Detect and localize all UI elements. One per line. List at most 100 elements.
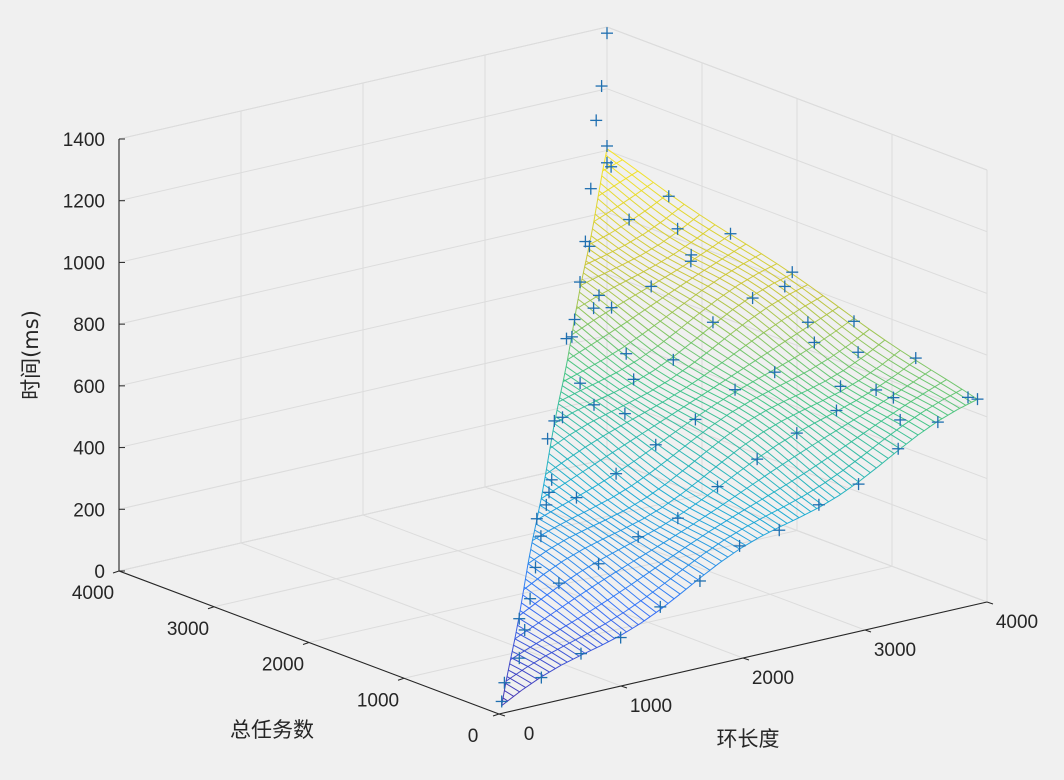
mesh-line-y [721,446,743,463]
mesh-line-x [555,416,561,421]
y-tick-label: 2000 [262,655,304,676]
mesh-line-x [767,495,784,508]
mesh-line-x [631,174,648,187]
mesh-line-x [639,358,656,370]
mesh-line-x [583,511,600,524]
mesh-line-x [663,542,680,553]
mesh-line-y [699,383,720,397]
mesh-line-x [645,553,662,565]
mesh-line-x [559,397,563,401]
mesh-line-x [504,690,514,697]
mesh-line-x [563,645,580,657]
surface-point [706,316,719,329]
mesh-line-y [941,388,963,401]
mesh-line-x [667,257,684,267]
mesh-line-x [577,618,594,631]
mesh-line-x [591,586,608,601]
mesh-line-x [533,558,550,571]
mesh-line-x [867,392,884,402]
mesh-line-x [674,498,690,509]
mesh-line-x [635,294,652,307]
mesh-line-x [508,669,517,675]
mesh-line-x [592,487,609,501]
outlier-point [601,27,613,40]
mesh-line-y [637,345,659,361]
mesh-line-x [620,529,637,541]
mesh-line-x [660,563,677,575]
tick-labels: 0100020003000400001000200030004000020040… [63,130,1038,747]
mesh-line-x [559,628,576,641]
mesh-line-x [877,404,894,414]
mesh-line-y [796,421,817,434]
surface-point [724,227,737,240]
mesh-line-y [549,434,571,449]
mesh-line-x [682,370,699,380]
mesh-line-x [674,394,691,404]
mesh-line-y [664,203,685,221]
mesh-line-x [547,461,556,468]
mesh-line-x [593,319,610,334]
mesh-line-x [592,278,609,291]
mesh-line-x [531,542,547,552]
mesh-line-y [833,317,855,333]
mesh-line-x [774,387,790,400]
surface-point [614,631,627,644]
mesh-line-x [901,389,918,399]
x-tick-mark [986,601,994,605]
mesh-line-y [593,392,615,403]
mesh-line-x [909,364,926,375]
mesh-line-x [869,428,886,440]
mesh-line-x [753,522,770,533]
mesh-line-x [669,336,686,349]
mesh-line-x [825,380,842,392]
mesh-line-y [536,508,557,521]
surface-point [645,280,658,293]
mesh-line-x [693,219,710,230]
mesh-line-x [712,347,729,359]
mesh-line-x [616,513,633,525]
mesh-line-x [708,531,725,541]
mesh-line-x [744,300,761,313]
surface-point [812,498,825,511]
mesh-line-x [624,444,641,458]
mesh-line-y [617,170,639,184]
mesh-line-x [633,460,650,474]
mesh-line-y [644,582,665,599]
mesh-line-x [677,307,694,319]
grid-wall-z [606,26,988,171]
mesh-line-y [886,403,908,418]
mesh-edge [509,638,516,660]
x-tick-label: 4000 [996,612,1038,633]
mesh-line-x [706,352,723,364]
mesh-line-x [712,547,728,558]
mesh-line-x [560,391,569,397]
mesh-line-x [691,485,708,496]
mesh-line-x [640,600,657,613]
mesh-line-x [730,234,747,245]
mesh-line-x [853,317,870,330]
mesh-line-x [638,415,655,427]
mesh-line-x [602,336,619,351]
mesh-line-x [803,372,820,385]
mesh-line-x [627,465,644,479]
mesh-line-y [763,506,784,518]
mesh-line-x [649,268,666,278]
mesh-line-x [874,424,891,435]
mesh-line-x [815,366,832,379]
mesh-line-x [675,331,692,344]
surface-point [513,612,526,625]
mesh-line-x [567,458,584,473]
mesh-line-x [774,282,791,295]
surface-point [848,315,860,328]
mesh-line-x [669,435,686,447]
mesh-line-y [622,333,643,349]
mesh-line-x [661,261,678,271]
mesh-line-x [565,520,582,532]
mesh-line-x [772,447,789,461]
mesh-line-x [582,471,599,485]
mesh-line-x [657,444,674,456]
mesh-line-x [702,332,719,345]
mesh-line-x [699,414,716,424]
mesh-line-x [577,409,594,422]
mesh-line-x [842,469,859,483]
